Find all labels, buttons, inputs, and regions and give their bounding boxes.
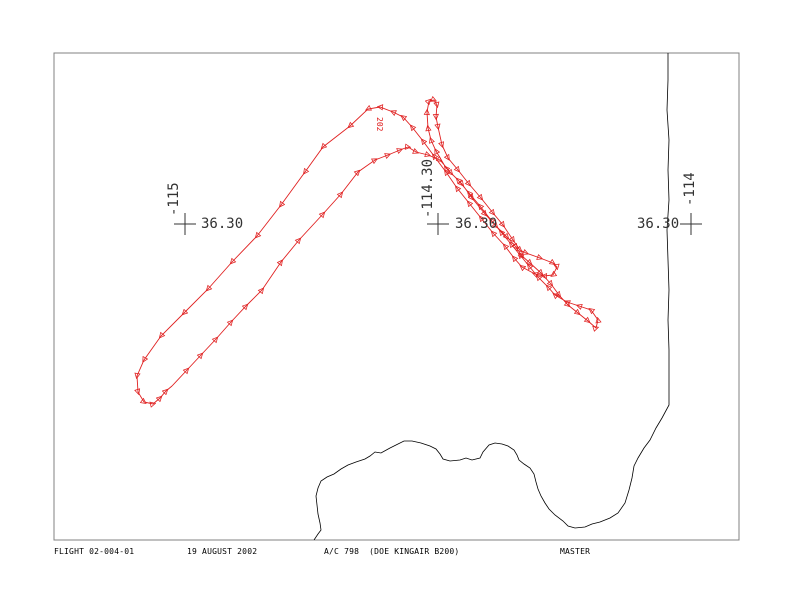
lat-lon-cross-1: -115 36.30 <box>166 182 243 235</box>
footer-flight: FLIGHT 02-004-01 <box>54 547 134 556</box>
lat-label-3: 36.30 <box>637 216 679 232</box>
coastline-right <box>313 53 670 540</box>
lat-label-2: 36.30 <box>455 216 497 232</box>
flight-track-label: 202 <box>375 117 384 132</box>
lat-label-1: 36.30 <box>201 216 243 232</box>
lat-lon-cross-2: -114.30 36.30 <box>420 159 497 235</box>
lon-label-1: -115 <box>166 182 182 216</box>
lon-label-3: -114 <box>682 172 698 206</box>
lat-lon-cross-3: -114 36.30 <box>637 172 702 235</box>
flight-track <box>137 100 598 404</box>
footer-status: MASTER <box>560 547 590 556</box>
footer-date: 19 AUGUST 2002 <box>187 547 257 556</box>
map-frame <box>53 52 740 541</box>
lon-label-2: -114.30 <box>420 159 436 218</box>
footer-aircraft: A/C 798 (DOE KINGAIR B200) <box>324 547 459 556</box>
